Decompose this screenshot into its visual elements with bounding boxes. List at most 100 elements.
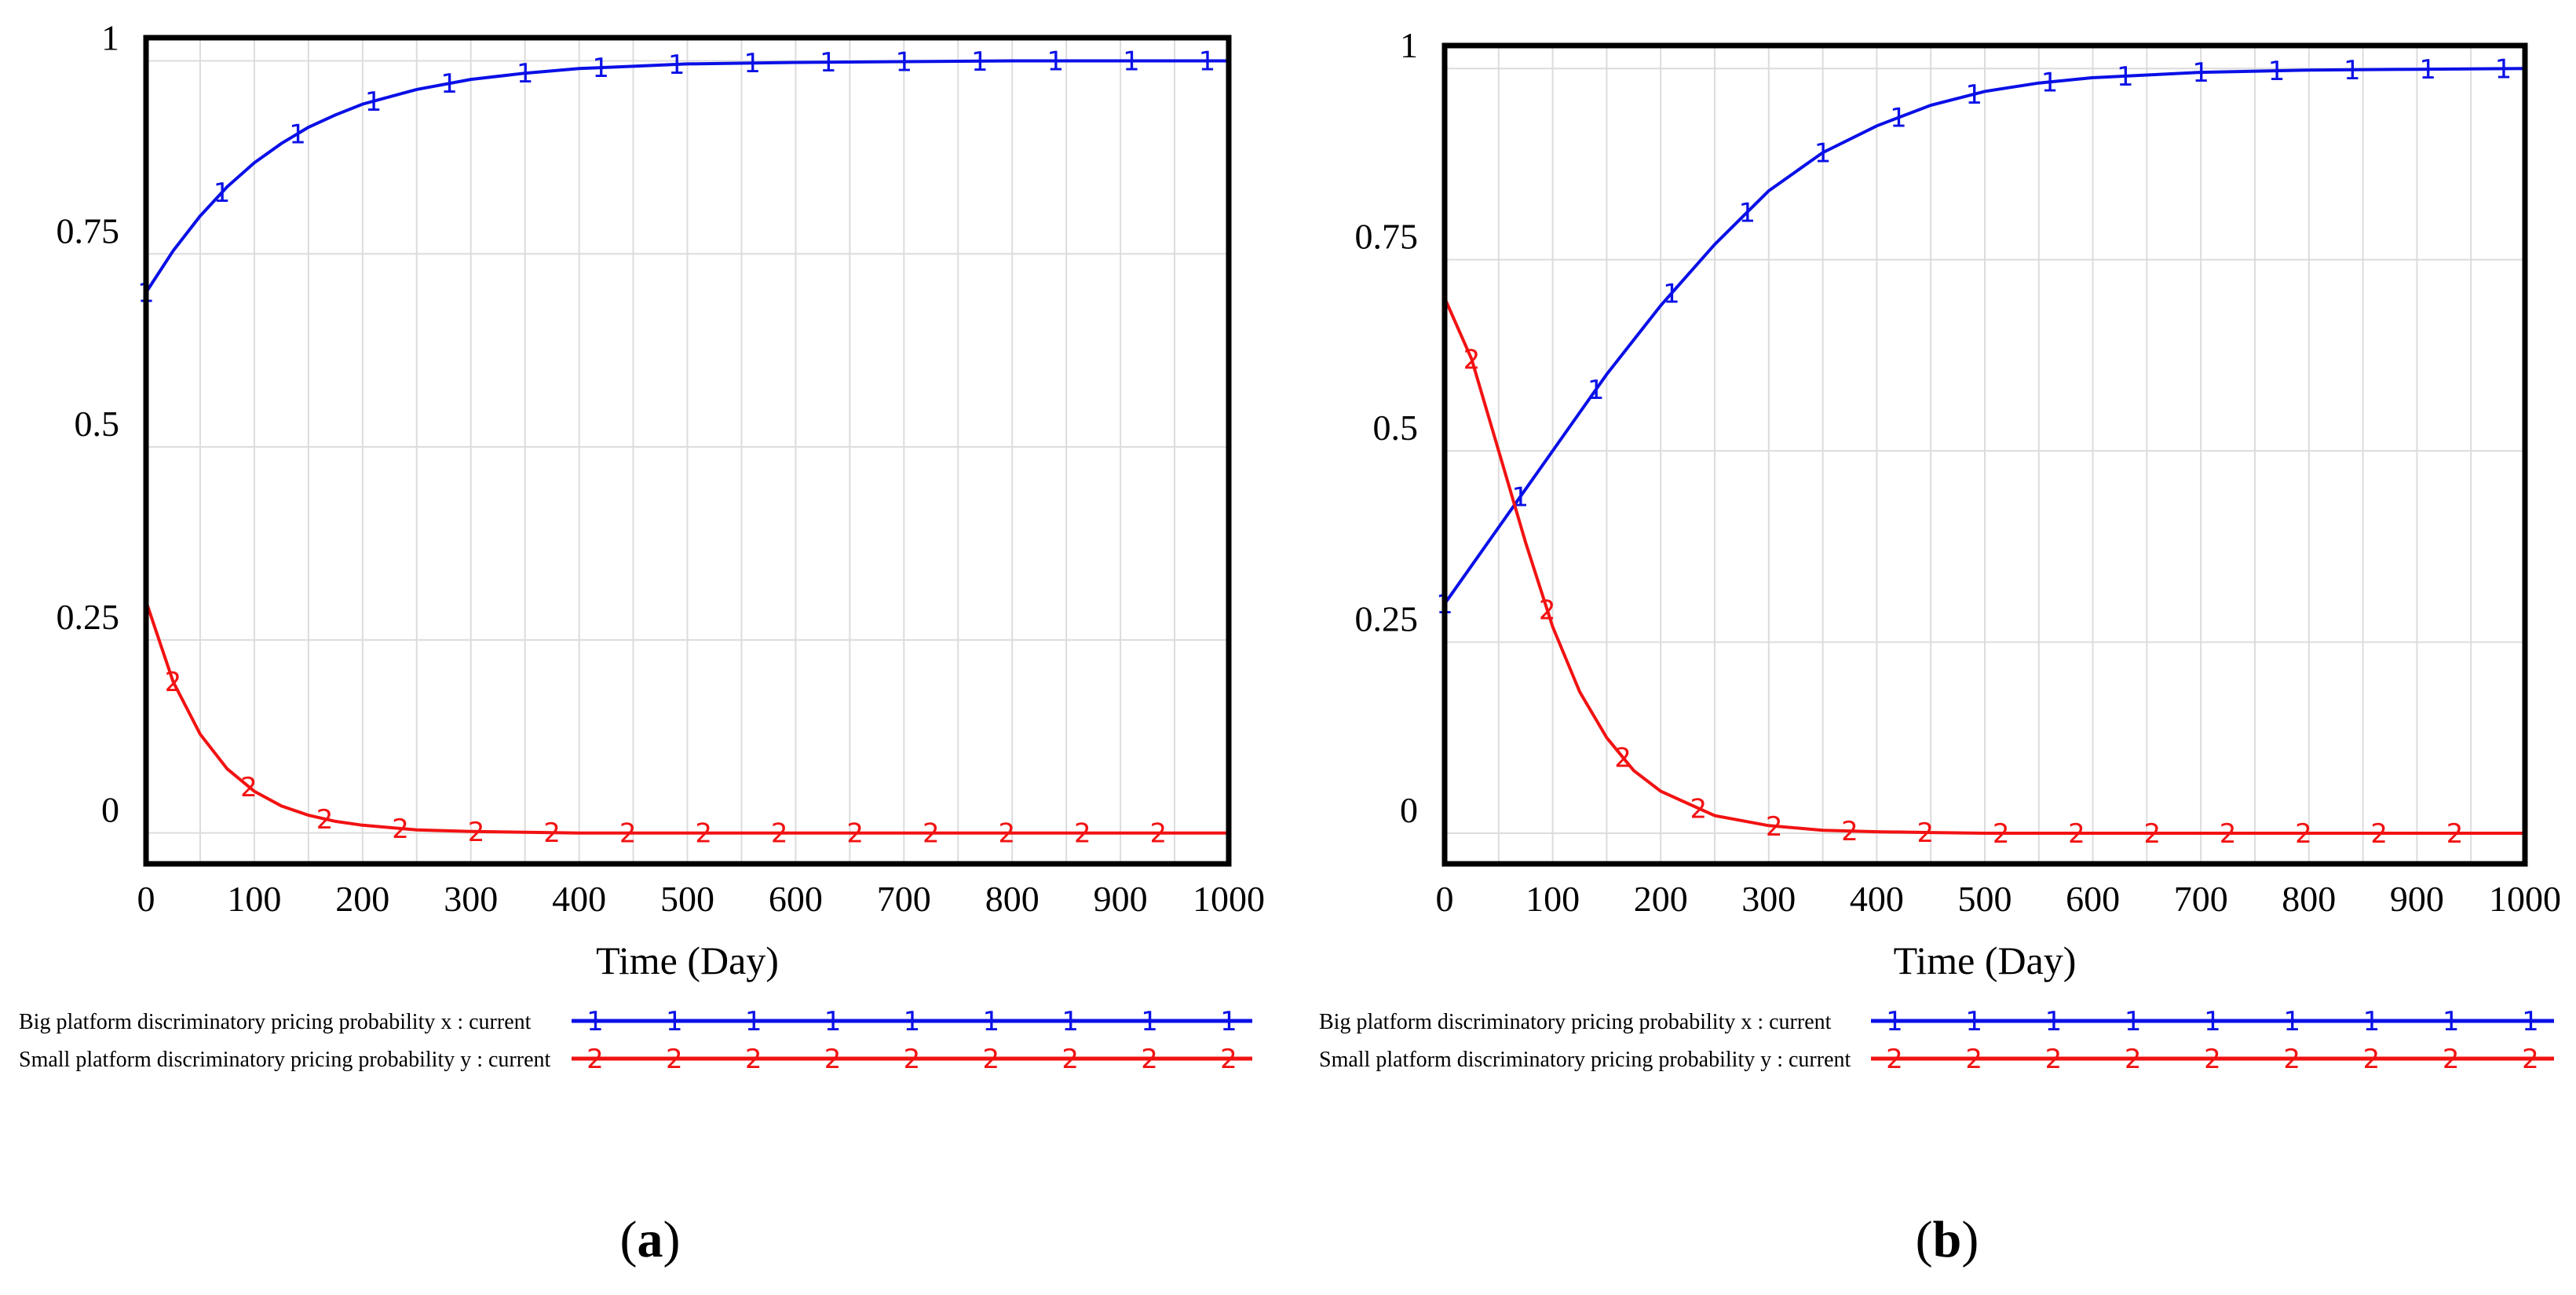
legend-marker-series-1: 1: [586, 1006, 604, 1037]
series-1-marker: 1: [592, 53, 609, 84]
x-tick-label: 700: [2174, 879, 2228, 919]
series-line-1: [1443, 67, 2526, 605]
chart-panel-b: 0 100 200 300 400 500 600 700 800 900 1000 0 0.25 0.5…: [1319, 25, 2561, 1268]
x-tick-label: 0: [137, 879, 155, 919]
legend-marker-series-1: 1: [2125, 1006, 2142, 1037]
series-2-marker: 2: [1150, 818, 1167, 850]
series-2-marker: 2: [240, 772, 258, 803]
x-tick-label: 800: [2282, 879, 2336, 919]
x-tick-label: 200: [1634, 879, 1688, 919]
series-1-marker: 1: [2419, 54, 2436, 86]
legend-marker-series-1: 1: [2363, 1006, 2381, 1037]
series-2-marker: 2: [392, 814, 409, 845]
legend-marker-series-1: 1: [1965, 1006, 1982, 1037]
series-1-marker: 1: [289, 119, 306, 150]
series-line-1: [144, 59, 1229, 294]
legend-marker-series-2: 2: [1061, 1044, 1079, 1075]
series-2-marker: 2: [2068, 818, 2085, 850]
legend: Big platform discriminatory pricing prob…: [1319, 1006, 2554, 1075]
legend-marker-series-2: 2: [1965, 1044, 1982, 1075]
x-tick-label: 400: [552, 879, 606, 919]
series-1-marker: 1: [1663, 279, 1680, 310]
series-2-marker: 2: [998, 818, 1015, 850]
series-1-marker: 1: [2041, 67, 2059, 98]
series-1-marker: 1: [668, 49, 685, 81]
x-tick-label: 200: [335, 879, 389, 919]
series-2-marker: 2: [619, 818, 637, 850]
series-2-marker: 2: [1841, 816, 1858, 847]
y-tick-label: 1: [1400, 25, 1418, 65]
series-2-marker: 2: [1690, 793, 1708, 825]
legend-marker-series-1: 1: [2204, 1006, 2221, 1037]
series-2-marker: 2: [2220, 818, 2237, 850]
series-2-marker: 2: [1993, 818, 2010, 850]
y-tick-label: 0.25: [57, 597, 120, 637]
series-2-marker: 2: [1463, 344, 1481, 375]
x-tick-label: 100: [227, 879, 281, 919]
x-tick-label: 600: [2066, 879, 2120, 919]
legend-marker-series-2: 2: [2045, 1044, 2063, 1075]
series-1-marker: 1: [214, 177, 231, 209]
grid-lines: [1445, 46, 2525, 864]
panel-caption-a: (a): [620, 1211, 681, 1268]
legend-marker-series-1: 1: [983, 1006, 1000, 1037]
series-1-marker: 1: [1047, 46, 1065, 77]
series-1-marker: 1: [820, 47, 837, 79]
legend-marker-series-2: 2: [2443, 1044, 2460, 1075]
legend-label-series-2: Small platform discriminatory pricing pr…: [1319, 1048, 1851, 1072]
series-1-marker: 1: [2268, 56, 2286, 87]
legend-marker-series-1: 1: [2443, 1006, 2460, 1037]
series-1-marker: 1: [744, 48, 761, 79]
series-1-marker: 1: [1890, 103, 1907, 134]
series-2-marker: 2: [1539, 595, 1556, 627]
series-2-marker: 2: [468, 817, 485, 848]
series-2-marker: 2: [165, 667, 182, 698]
y-tick-label: 0.75: [57, 210, 120, 251]
legend-marker-series-1: 1: [2522, 1006, 2539, 1037]
x-axis-label: Time (Day): [1894, 938, 2077, 982]
series-1-marker: 1: [1123, 46, 1140, 77]
legend-marker-series-2: 2: [586, 1044, 604, 1075]
legend: Big platform discriminatory pricing prob…: [19, 1006, 1252, 1075]
x-tick-label: 500: [660, 879, 714, 919]
legend-marker-series-2: 2: [666, 1044, 683, 1075]
legend-marker-series-1: 1: [1220, 1006, 1237, 1037]
plot-frame: [143, 35, 1232, 867]
series-1-marker: 1: [1814, 137, 1832, 169]
series-1-marker: 1: [2117, 61, 2134, 93]
y-tick-label: 0: [101, 790, 119, 830]
legend-marker-series-1: 1: [2045, 1006, 2063, 1037]
x-tick-label: 1000: [2489, 879, 2561, 919]
series-2-marker: 2: [316, 804, 334, 836]
series-2-marker: 2: [1614, 742, 1631, 774]
legend-label-series-1: Big platform discriminatory pricing prob…: [1319, 1010, 1832, 1034]
legend-marker-series-2: 2: [2125, 1044, 2142, 1075]
x-tick-label: 0: [1436, 879, 1454, 919]
legend-marker-series-1: 1: [2283, 1006, 2300, 1037]
legend-marker-series-2: 2: [2204, 1044, 2221, 1075]
legend-marker-series-2: 2: [2363, 1044, 2381, 1075]
x-tick-label: 900: [2390, 879, 2444, 919]
series-1-marker: 1: [2344, 55, 2361, 86]
legend-marker-series-1: 1: [745, 1006, 762, 1037]
series-2-marker: 2: [543, 818, 561, 849]
tick-labels: 0 100 200 300 400 500 600 700 800 900 1000 0 0.25 0.5…: [1355, 25, 2562, 919]
legend-marker-series-1: 1: [1886, 1006, 1903, 1037]
grid-lines: [146, 38, 1229, 864]
legend-marker-series-2: 2: [1141, 1044, 1158, 1075]
y-tick-label: 1: [101, 17, 119, 57]
legend-marker-series-2: 2: [983, 1044, 1000, 1075]
series-1-marker: 1: [2495, 53, 2512, 85]
series-2-marker: 2: [1766, 811, 1783, 843]
y-tick-label: 0.25: [1355, 599, 1419, 639]
series-2-marker: 2: [2295, 818, 2312, 850]
series-2-marker: 2: [2446, 818, 2464, 850]
x-tick-label: 100: [1526, 879, 1580, 919]
legend-marker-series-1: 1: [904, 1006, 921, 1037]
x-axis-label: Time (Day): [596, 938, 779, 982]
legend-marker-series-1: 1: [666, 1006, 683, 1037]
chart-panel-a: 0 100 200 300 400 500 600 700 800 900 1000 0 0.25 0.5…: [19, 17, 1265, 1268]
